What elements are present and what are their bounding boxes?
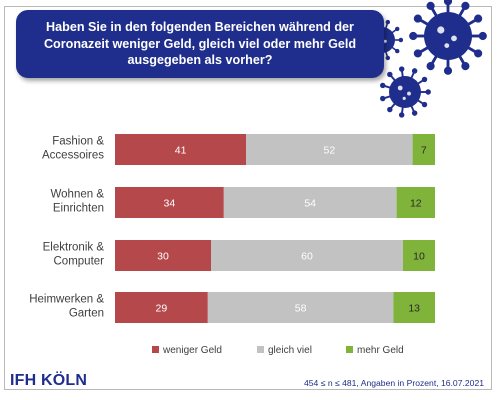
bar-segment — [115, 240, 211, 271]
bar-segment — [223, 187, 397, 218]
legend-swatch — [152, 346, 159, 353]
bar-segment — [403, 240, 435, 271]
legend-label: gleich viel — [268, 345, 312, 356]
data-label: 12 — [410, 198, 422, 210]
ifh-logo: IFH KÖLN — [10, 372, 88, 389]
bar-segment — [246, 134, 413, 165]
bar-segment — [207, 292, 394, 323]
sample-note: 454 ≤ n ≤ 481, Angaben in Prozent, 16.07… — [303, 378, 484, 388]
category-label: Elektronik & Computer — [43, 242, 105, 268]
chart-title: Haben Sie in den folgenden Bereichen wäh… — [16, 10, 384, 78]
legend-swatch — [257, 346, 264, 353]
category-label: Wohnen & Einrichten — [51, 189, 105, 215]
bar-segment — [396, 187, 435, 218]
data-label: 30 — [157, 251, 169, 263]
data-label: 58 — [295, 303, 307, 315]
data-label: 10 — [413, 251, 425, 263]
data-label: 13 — [408, 303, 420, 315]
virus-icon — [380, 66, 431, 118]
bar-segment — [412, 134, 435, 165]
bar-segment — [115, 134, 247, 165]
data-label: 54 — [304, 198, 316, 210]
legend-label: mehr Geld — [357, 345, 404, 356]
data-label: 41 — [175, 145, 187, 157]
data-label: 60 — [301, 251, 313, 263]
data-label: 52 — [324, 145, 336, 157]
data-label: 29 — [156, 303, 168, 315]
bar-segment — [115, 292, 208, 323]
bar-segment — [115, 187, 224, 218]
data-label: 34 — [164, 198, 176, 210]
legend-label: weniger Geld — [162, 345, 222, 356]
category-label: Fashion & Accessoires — [42, 136, 104, 162]
bar-segment — [211, 240, 403, 271]
category-label: Heimwerken & Garten — [29, 294, 104, 320]
data-label: 7 — [421, 145, 427, 157]
virus-icon — [409, 0, 487, 75]
legend-swatch — [346, 346, 353, 353]
bar-segment — [393, 292, 435, 323]
